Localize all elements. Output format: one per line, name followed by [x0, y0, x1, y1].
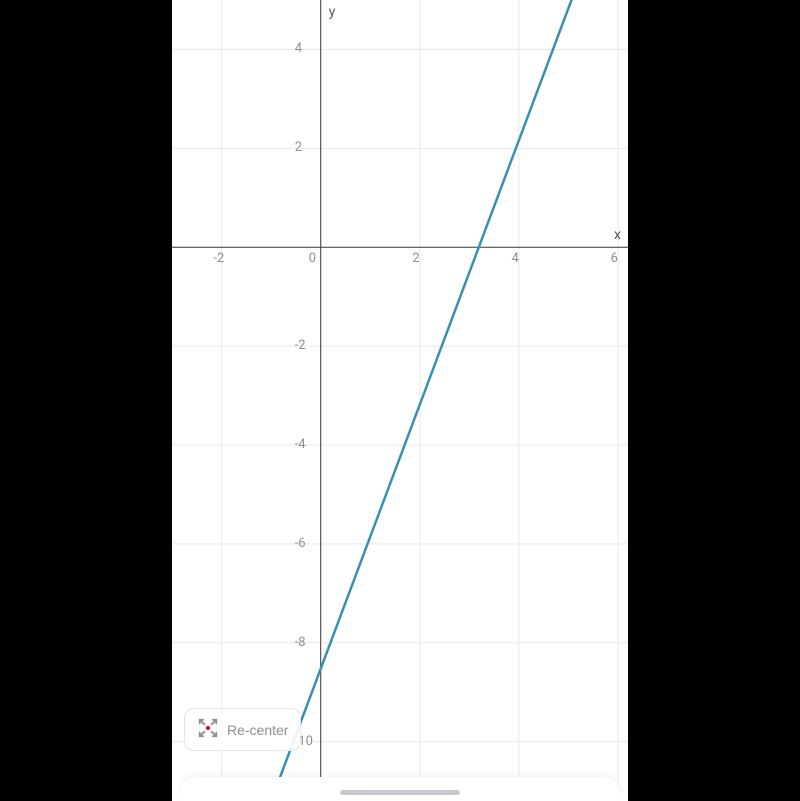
phone-frame: -20246-10-8-6-4-224yx Re-center: [172, 0, 628, 801]
bottom-panel[interactable]: [180, 777, 620, 801]
tick-label: 2: [412, 251, 419, 266]
recenter-label: Re-center: [227, 722, 288, 738]
tick-label: -8: [295, 635, 306, 650]
tick-label: -2: [295, 338, 306, 353]
tick-label: -6: [295, 536, 306, 551]
x-axis-label: x: [614, 227, 621, 243]
y-axis-label: y: [329, 4, 336, 20]
graph-area[interactable]: -20246-10-8-6-4-224yx Re-center: [172, 0, 628, 801]
tick-label: 4: [511, 251, 518, 266]
recenter-button[interactable]: Re-center: [184, 708, 301, 751]
tick-label: -4: [295, 437, 306, 452]
tick-label: -2: [213, 251, 224, 266]
home-indicator: [340, 790, 460, 795]
tick-label: 2: [295, 140, 302, 155]
tick-label: 4: [295, 41, 302, 56]
coordinate-grid: [172, 0, 628, 801]
tick-label: 6: [611, 251, 618, 266]
tick-label: 0: [309, 251, 316, 266]
recenter-icon: [197, 717, 219, 742]
